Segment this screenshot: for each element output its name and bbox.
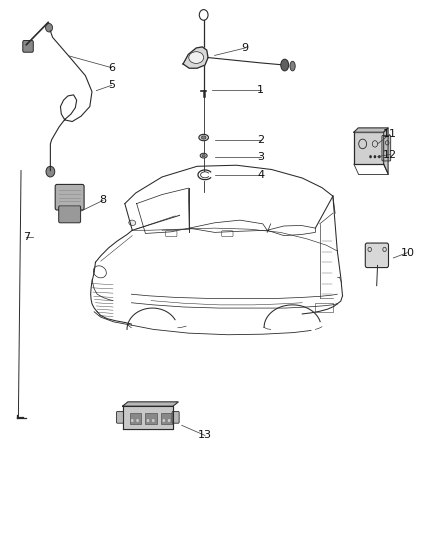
Circle shape <box>374 155 376 158</box>
Ellipse shape <box>200 154 207 158</box>
FancyBboxPatch shape <box>382 135 391 161</box>
FancyBboxPatch shape <box>130 413 141 424</box>
Circle shape <box>136 419 139 422</box>
Text: 5: 5 <box>108 80 115 90</box>
Ellipse shape <box>201 136 206 139</box>
Ellipse shape <box>199 134 208 141</box>
FancyBboxPatch shape <box>354 132 384 164</box>
Text: 13: 13 <box>198 431 212 440</box>
Circle shape <box>378 155 381 158</box>
Ellipse shape <box>281 59 289 71</box>
Text: 3: 3 <box>257 152 264 161</box>
FancyBboxPatch shape <box>59 206 81 223</box>
Text: 9: 9 <box>242 43 249 53</box>
Polygon shape <box>354 128 388 132</box>
Circle shape <box>131 419 134 422</box>
FancyBboxPatch shape <box>23 41 33 52</box>
FancyBboxPatch shape <box>172 411 179 423</box>
Ellipse shape <box>189 52 204 63</box>
Polygon shape <box>183 47 208 68</box>
FancyBboxPatch shape <box>55 184 84 210</box>
FancyBboxPatch shape <box>365 243 389 268</box>
Ellipse shape <box>129 220 136 225</box>
Ellipse shape <box>290 61 295 71</box>
Text: 6: 6 <box>108 63 115 72</box>
Circle shape <box>147 419 149 422</box>
Ellipse shape <box>202 155 205 157</box>
Text: 8: 8 <box>99 196 106 205</box>
FancyBboxPatch shape <box>117 411 124 423</box>
Text: 11: 11 <box>383 130 397 139</box>
Text: 12: 12 <box>383 150 397 159</box>
Text: 1: 1 <box>257 85 264 94</box>
Circle shape <box>168 419 170 422</box>
Text: 7: 7 <box>23 232 30 241</box>
Circle shape <box>152 419 155 422</box>
Circle shape <box>162 419 165 422</box>
FancyBboxPatch shape <box>161 413 173 424</box>
Circle shape <box>46 166 55 177</box>
Circle shape <box>46 23 53 32</box>
Polygon shape <box>123 406 173 429</box>
Polygon shape <box>123 402 178 406</box>
FancyBboxPatch shape <box>145 413 157 424</box>
Polygon shape <box>384 128 388 174</box>
Circle shape <box>369 155 372 158</box>
Text: 2: 2 <box>257 135 264 144</box>
Text: 4: 4 <box>257 170 264 180</box>
Text: 10: 10 <box>400 248 414 257</box>
